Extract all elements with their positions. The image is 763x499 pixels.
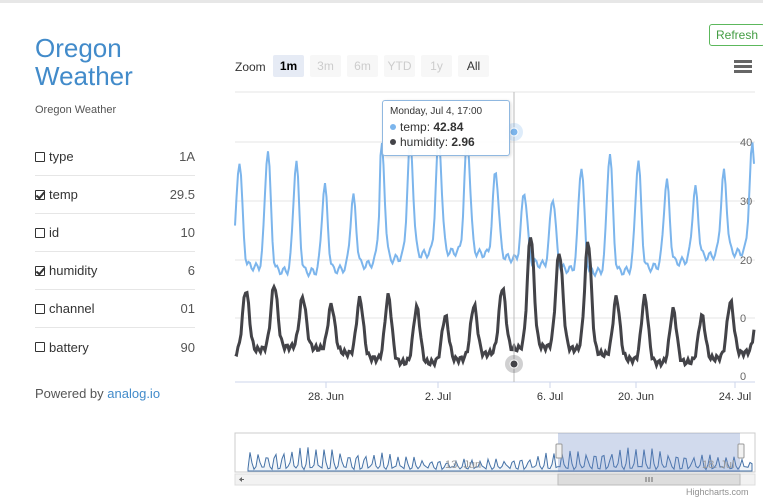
field-row-channel[interactable]: channel 01 [35,290,195,328]
navigator-tick-label: 13. Jun [445,459,481,471]
chart-tooltip: Monday, Jul 4, 17:00 temp: 42.84 humidit… [382,100,510,156]
field-value: 6 [187,263,195,278]
field-row-battery[interactable]: battery 90 [35,328,195,366]
top-border [0,0,763,3]
scrollbar-left-arrow-icon [239,477,242,482]
field-row-type[interactable]: type 1A [35,138,195,176]
site-title-line2: Weather [35,61,133,91]
hover-point-temp [509,127,519,137]
field-label: id [49,225,60,240]
field-value: 90 [180,339,195,355]
hamburger-menu-icon[interactable] [734,60,752,74]
x-tick-label: 20. Jun [618,391,654,403]
field-row-temp[interactable]: temp 29.5 [35,176,195,214]
series-line-humidity [234,237,756,370]
tooltip-row-humidity: humidity: 2.96 [390,135,502,150]
chart-canvas: 40 30 20 0 0 28. Jun 2. Jul 6. Jul 20. Jun 24. Ju… [234,91,756,486]
navigator-left-handle[interactable] [555,443,563,459]
y-tick-label: 0 [740,313,746,325]
site-title[interactable]: Oregon Weather [35,34,195,90]
tooltip-series-name: temp [400,120,427,134]
powered-by: Powered by analog.io [35,386,195,401]
navigator-selected-range [558,433,740,472]
sidebar: Oregon Weather Oregon Weather type 1A te… [35,34,195,401]
y-tick-label: 40 [740,137,752,149]
tooltip-series-value: 42.84 [433,120,464,134]
zoom-1m-button[interactable]: 1m [273,55,304,77]
field-row-id[interactable]: id 10 [35,214,195,252]
field-label: battery [49,339,89,355]
site-subtitle: Oregon Weather [35,104,117,116]
field-value: 10 [180,225,195,240]
tooltip-row-temp: temp: 42.84 [390,120,502,135]
checkbox-temp[interactable] [35,189,45,200]
field-value: 01 [180,301,195,316]
checkbox-humidity[interactable] [35,265,45,276]
zoom-1y-button[interactable]: 1y [421,55,452,77]
field-label: type [49,149,74,164]
humidity-dot-icon [390,138,396,145]
navigator-frame [234,432,756,473]
field-row-humidity[interactable]: humidity 6 [35,252,195,290]
tooltip-series-value: 2.96 [451,135,475,149]
x-tick-label: 28. Jun [308,391,344,403]
zoom-3m-button[interactable]: 3m [310,55,341,77]
hover-point-humidity [509,359,519,369]
powered-by-prefix: Powered by [35,386,104,401]
checkbox-battery[interactable] [35,342,45,352]
tooltip-header: Monday, Jul 4, 17:00 [390,106,483,117]
tooltip-series-name: humidity [400,135,445,149]
y-tick-label: 0 [740,371,746,383]
site-title-line1: Oregon [35,33,122,63]
field-label: temp [49,187,78,202]
x-tick-label: 6. Jul [537,391,563,403]
zoom-6m-button[interactable]: 6m [347,55,378,77]
field-value: 29.5 [169,187,195,202]
x-tick-label: 24. Jul [719,391,751,403]
navigator-series [247,447,753,472]
field-label: channel [49,301,95,316]
checkbox-channel[interactable] [35,303,45,314]
zoom-ytd-button[interactable]: YTD [384,55,415,77]
analog-io-link[interactable]: analog.io [107,386,161,401]
checkbox-id[interactable] [35,227,45,238]
x-tick-label: 2. Jul [425,391,451,403]
refresh-button[interactable]: Refresh [709,24,763,46]
zoom-label: Zoom [235,60,266,74]
scrollbar-track [234,473,756,486]
field-label: humidity [49,263,98,278]
temp-dot-icon [390,123,396,130]
stock-chart: 40 30 20 0 0 28. Jun 2. Jul 6. Jul 20. Jun 24. Ju… [230,50,763,499]
field-list: type 1A temp 29.5 id 10 humidity 6 chann… [35,138,195,366]
checkbox-type[interactable] [35,151,45,162]
navigator-tick-label: 18. Jul [702,459,734,471]
field-value: 1A [179,149,195,164]
highcharts-credits[interactable]: Highcharts.com [686,487,749,497]
y-tick-label: 30 [740,196,752,208]
zoom-all-button[interactable]: All [458,55,489,77]
scrollbar-grip-icon [645,477,653,482]
series-line-temp [234,136,755,279]
navigator-right-handle[interactable] [737,443,745,459]
y-tick-label: 20 [740,255,752,267]
